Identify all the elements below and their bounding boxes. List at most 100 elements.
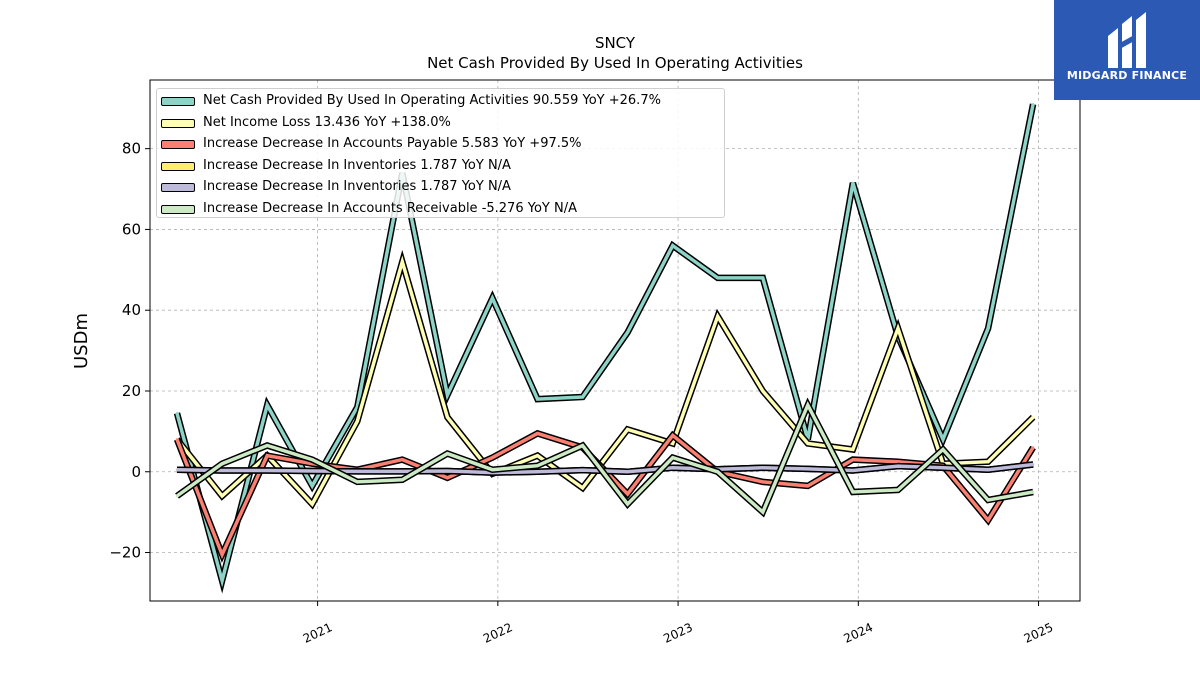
series-4-point (986, 468, 990, 471)
series-0-point (716, 276, 719, 280)
series-0-point (175, 412, 179, 415)
series-5-point (311, 458, 314, 461)
plot-frame (149, 79, 1081, 602)
series-0-point (311, 484, 314, 488)
legend-item: Increase Decrease In Accounts Payable 5.… (157, 135, 724, 157)
legend-swatch (161, 204, 195, 214)
series-1-point (401, 260, 404, 263)
series-0-point (941, 438, 945, 441)
series-1-point (626, 428, 629, 431)
y-tick-label: −20 (109, 544, 141, 562)
series-5-stroke (175, 400, 1034, 516)
series-1-point (220, 494, 224, 498)
legend-item: Net Cash Provided By Used In Operating A… (157, 92, 724, 114)
series-5-point (266, 444, 269, 447)
series-5-point (356, 480, 359, 484)
y-tick-label: 60 (122, 220, 141, 238)
legend-label: Increase Decrease In Inventories 1.787 Y… (203, 179, 511, 194)
series-1-point (671, 442, 674, 445)
series-5-point (491, 468, 494, 471)
series-5-point (851, 490, 855, 494)
legend-item: Net Income Loss 13.436 YoY +138.0% (157, 114, 724, 136)
x-tick-label: 2023 (661, 620, 695, 646)
series-5-point (986, 498, 990, 502)
series-2-point (220, 553, 224, 556)
y-tick-label: 80 (122, 140, 141, 158)
series-1-point (356, 420, 359, 423)
series-2-point (986, 519, 990, 522)
series-2-point (266, 454, 269, 457)
series-0-point (220, 579, 224, 582)
series-4-point (896, 464, 900, 468)
series-4-point (175, 468, 179, 471)
series-1-point (896, 327, 900, 330)
series-4-point (1031, 463, 1035, 466)
y-axis-label: USDm (71, 313, 92, 369)
series-1-point (761, 389, 764, 393)
series-5-point (806, 403, 809, 407)
series-lines (173, 103, 1037, 594)
series-4-point (401, 470, 404, 473)
legend-swatch (161, 118, 195, 128)
series-4-point (671, 466, 674, 469)
series-4-point (266, 469, 269, 472)
series-5-point (446, 452, 449, 455)
series-4-point (311, 469, 314, 473)
series-1-point (806, 442, 809, 445)
legend-label: Increase Decrease In Accounts Receivable… (203, 200, 577, 216)
series-5-line (175, 397, 1035, 518)
series-4-point (536, 470, 539, 473)
series-5-point (581, 444, 584, 447)
series-5-point (536, 464, 539, 467)
series-4-point (446, 469, 449, 473)
series-2-point (761, 480, 764, 484)
series-4-point (356, 470, 359, 473)
series-1-point (716, 315, 719, 318)
series-0-point (536, 397, 539, 401)
legend-item: Increase Decrease In Accounts Receivable… (157, 200, 724, 222)
series-2-point (401, 458, 404, 461)
series-0-point (986, 327, 990, 330)
series-5-point (401, 478, 404, 481)
series-1-point (446, 416, 449, 419)
legend-label: Increase Decrease In Accounts Payable 5.… (203, 136, 582, 151)
legend-item: Increase Decrease In Inventories 1.787 Y… (157, 157, 724, 179)
midgard-logo-icon (1108, 12, 1146, 68)
series-5-point (1031, 490, 1035, 494)
series-4-point (761, 466, 764, 469)
legend-item: Increase Decrease In Inventories 1.787 Y… (157, 178, 724, 200)
chart-legend: Net Cash Provided By Used In Operating A… (156, 88, 725, 218)
series-5-point (175, 494, 179, 498)
legend-swatch (161, 97, 195, 106)
x-tick-label: 2021 (301, 620, 335, 646)
series-5-point (220, 462, 224, 465)
series-1-point (581, 486, 584, 490)
series-5-point (671, 456, 674, 459)
series-0-point (761, 276, 764, 280)
series-1-point (536, 454, 539, 457)
series-2-point (175, 438, 179, 441)
series-2-point (851, 458, 855, 461)
series-1-point (986, 460, 990, 463)
series-2-point (1031, 446, 1035, 449)
series-2-point (806, 484, 809, 488)
chart-title: SNCY (595, 34, 636, 52)
series-5-point (626, 502, 629, 506)
series-1-point (1031, 416, 1035, 419)
midgard-finance-logo: MIDGARD FINANCE (1054, 0, 1200, 100)
series-5-point (941, 448, 945, 451)
legend-label: Net Cash Provided By Used In Operating A… (203, 93, 661, 108)
x-tick-label: 2024 (842, 620, 876, 646)
series-1-stroke (175, 255, 1035, 508)
logo-text: MIDGARD FINANCE (1066, 69, 1188, 82)
series-2-point (536, 432, 539, 435)
legend-swatch (161, 183, 195, 192)
x-tick-label: 2022 (481, 620, 515, 646)
series-5-point (896, 488, 900, 492)
series-2-point (446, 476, 449, 479)
series-0-point (1031, 103, 1035, 106)
series-0-point (446, 393, 449, 397)
series-4-point (220, 469, 224, 472)
series-4-point (581, 468, 584, 472)
